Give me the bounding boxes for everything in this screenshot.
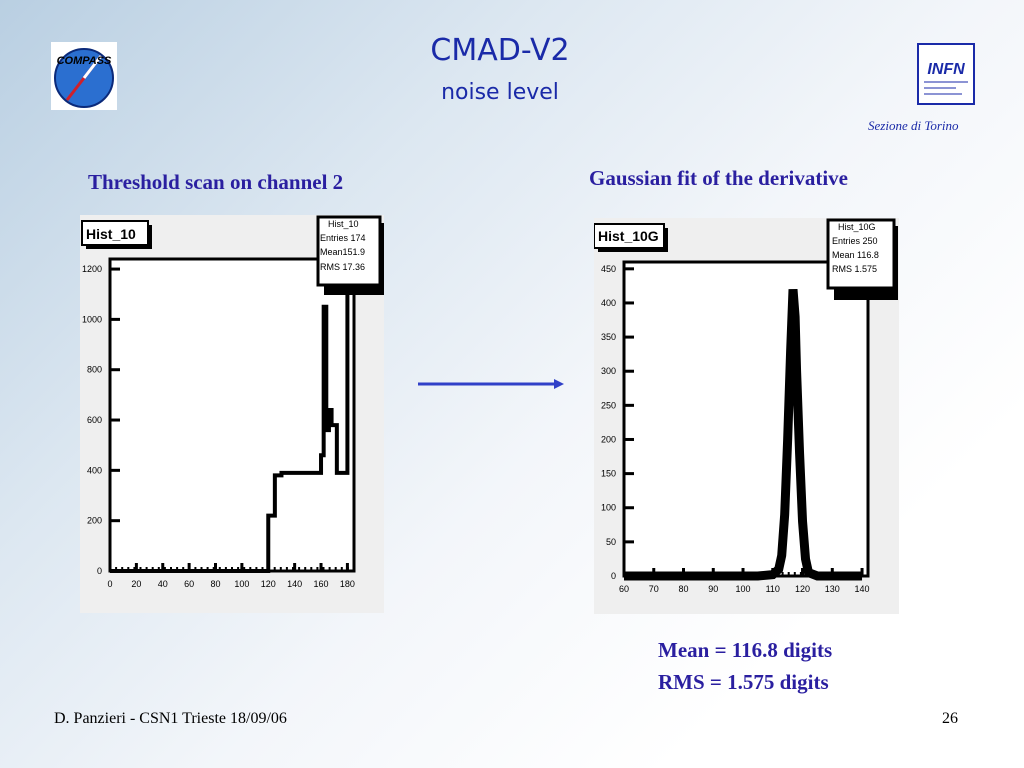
- slide-title: CMAD-V2: [430, 33, 570, 68]
- y-tick-label: 1200: [82, 264, 102, 274]
- plot-area: [622, 260, 870, 578]
- plot-area: [108, 257, 356, 573]
- hist10-stats-entries: Entries 174: [320, 233, 366, 243]
- x-tick-label: 100: [736, 584, 751, 594]
- hist10g-stats-mean: Mean 116.8: [832, 250, 879, 260]
- x-tick-label: 90: [708, 584, 718, 594]
- y-tick-label: 400: [87, 465, 102, 475]
- y-tick-label: 200: [87, 516, 102, 526]
- right-plot-label: Gaussian fit of the derivative: [589, 166, 848, 190]
- x-tick-label: 0: [107, 579, 112, 589]
- x-tick-label: 180: [340, 579, 355, 589]
- x-tick-label: 70: [649, 584, 659, 594]
- arrow: [418, 374, 568, 399]
- y-tick-label: 350: [601, 332, 616, 342]
- x-tick-label: 80: [679, 584, 689, 594]
- y-tick-label: 450: [601, 264, 616, 274]
- x-tick-label: 80: [211, 579, 221, 589]
- x-tick-label: 140: [855, 584, 870, 594]
- y-tick-label: 1000: [82, 314, 102, 324]
- x-tick-label: 20: [131, 579, 141, 589]
- y-tick-label: 150: [601, 469, 616, 479]
- x-tick-label: 100: [234, 579, 249, 589]
- x-tick-label: 160: [314, 579, 329, 589]
- gaussian-fit-histogram: 60 70 80 90 100 110 120 130 140 0 50 100 150 200 250 30…: [593, 218, 899, 614]
- gaussian-fit-chart: 60 70 80 90 100 110 120 130 140 0 50 100 150 200 250 30…: [593, 218, 898, 594]
- hist10-stats-mean: Mean151.9: [320, 247, 365, 257]
- infn-logo-text: INFN: [927, 61, 965, 78]
- x-tick-label: 120: [795, 584, 810, 594]
- y-tick-label: 200: [601, 434, 616, 444]
- page-number: 26: [942, 710, 958, 727]
- hist10g-stats-entries: Entries 250: [832, 236, 878, 246]
- y-tick-label: 600: [87, 415, 102, 425]
- threshold-scan-histogram: 0 20 40 60 80 100 120 140 160 180 0 200 400 600 800 100…: [80, 215, 384, 613]
- y-tick-label: 50: [606, 537, 616, 547]
- y-tick-label: 0: [611, 571, 616, 581]
- x-tick-label: 60: [619, 584, 629, 594]
- footer-author: D. Panzieri - CSN1 Trieste 18/09/06: [54, 710, 287, 727]
- hist10g-stats-rms: RMS 1.575: [832, 264, 877, 274]
- affiliation-text: Sezione di Torino: [868, 118, 959, 133]
- hist10-stats-rms: RMS 17.36: [320, 262, 365, 272]
- hist10-stats-name: Hist_10: [328, 219, 359, 229]
- y-tick-label: 0: [97, 566, 102, 576]
- compass-logo: COMPASS: [51, 42, 117, 110]
- compass-logo-text: COMPASS: [57, 55, 112, 67]
- x-tick-label: 60: [184, 579, 194, 589]
- y-tick-label: 300: [601, 366, 616, 376]
- left-plot-label: Threshold scan on channel 2: [88, 170, 344, 194]
- mean-result: Mean = 116.8 digits: [658, 638, 833, 662]
- hist10-title: Hist_10: [86, 226, 136, 242]
- threshold-scan-chart: 0 20 40 60 80 100 120 140 160 180 0 200 400 600 800 100…: [81, 215, 384, 589]
- y-tick-label: 800: [87, 365, 102, 375]
- x-tick-label: 110: [766, 584, 780, 594]
- y-tick-label: 100: [601, 503, 616, 513]
- threshold-scan-series: [110, 269, 350, 573]
- x-tick-label: 40: [158, 579, 168, 589]
- hist10g-title: Hist_10G: [598, 228, 659, 244]
- gaussian-fit-series: [624, 288, 863, 581]
- x-tick-label: 130: [825, 584, 840, 594]
- y-tick-label: 400: [601, 298, 616, 308]
- hist10g-stats-name: Hist_10G: [838, 222, 876, 232]
- infn-logo: INFN: [916, 42, 976, 106]
- x-tick-label: 120: [261, 579, 276, 589]
- slide-subtitle: noise level: [441, 80, 559, 105]
- x-tick-label: 140: [287, 579, 302, 589]
- rms-result: RMS = 1.575 digits: [658, 670, 829, 694]
- y-tick-label: 250: [601, 400, 616, 410]
